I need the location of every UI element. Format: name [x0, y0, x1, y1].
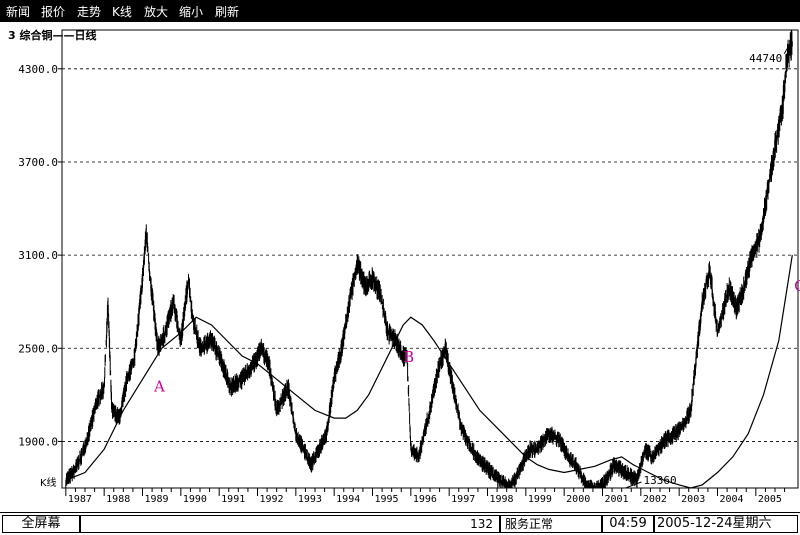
- menu-zoom-in[interactable]: 放大: [144, 5, 169, 19]
- status-time: 04:59: [602, 515, 654, 533]
- x-tick-label: 2000: [566, 494, 590, 505]
- y-tick-label: 4300.0: [18, 63, 58, 76]
- annotation-a: A: [153, 378, 165, 396]
- low-value-label: 13360: [644, 474, 677, 487]
- menu-bar: 新闻 报价 走势 K线 放大 缩小 刷新: [0, 0, 800, 22]
- y-tick-label: 2500.0: [18, 342, 58, 355]
- service-status: 服务正常: [500, 515, 602, 533]
- fullscreen-button[interactable]: 全屏幕: [2, 515, 80, 533]
- annotation-b: B: [403, 348, 414, 366]
- menu-kline[interactable]: K线: [112, 5, 132, 19]
- x-tick-label: 1992: [260, 494, 284, 505]
- x-tick-label: 1996: [413, 494, 437, 505]
- menu-refresh[interactable]: 刷新: [215, 5, 240, 19]
- price-candles: [65, 30, 793, 488]
- x-tick-label: 1999: [528, 494, 552, 505]
- x-tick-label: 2002: [643, 494, 667, 505]
- x-tick-label: 1997: [451, 494, 475, 505]
- y-tick-label: 1900.0: [18, 435, 58, 448]
- moving-average-line: [65, 255, 793, 489]
- menu-news[interactable]: 新闻: [6, 5, 31, 19]
- chart-title: 3 综合铜——日线: [8, 29, 97, 42]
- y-tick-label: 3100.0: [18, 249, 58, 262]
- annotation-c: C: [794, 277, 800, 295]
- x-tick-label: 1988: [106, 494, 130, 505]
- menu-trend[interactable]: 走势: [77, 5, 102, 19]
- high-pointer: [783, 41, 792, 55]
- status-bar: 全屏幕 132 服务正常 04:59 2005-12-24星期六: [0, 512, 800, 535]
- x-tick-label: 1990: [183, 494, 207, 505]
- high-value-label: 44740: [749, 52, 782, 65]
- menu-zoom-out[interactable]: 缩小: [179, 5, 204, 19]
- x-tick-label: 2001: [605, 494, 629, 505]
- menu-quote[interactable]: 报价: [41, 5, 66, 19]
- x-tick-label: 2003: [681, 494, 705, 505]
- x-tick-label: 1994: [336, 494, 360, 505]
- x-tick-label: 1995: [375, 494, 399, 505]
- x-tick-label: 2005: [758, 494, 782, 505]
- x-tick-label: 2004: [720, 494, 744, 505]
- corner-label: K线: [40, 476, 57, 489]
- x-tick-label: 1998: [490, 494, 514, 505]
- status-date: 2005-12-24星期六: [654, 515, 798, 533]
- x-tick-label: 1991: [221, 494, 245, 505]
- x-tick-label: 1987: [68, 494, 92, 505]
- kline-chart[interactable]: 4300.0 3700.0 3100.0 2500.0 1900.0 1987 1988 19…: [0, 22, 800, 512]
- x-tick-label: 1993: [298, 494, 322, 505]
- low-pointer: [625, 481, 642, 489]
- x-tick-label: 1989: [145, 494, 169, 505]
- record-count: 132: [80, 515, 500, 533]
- y-tick-label: 3700.0: [18, 156, 58, 169]
